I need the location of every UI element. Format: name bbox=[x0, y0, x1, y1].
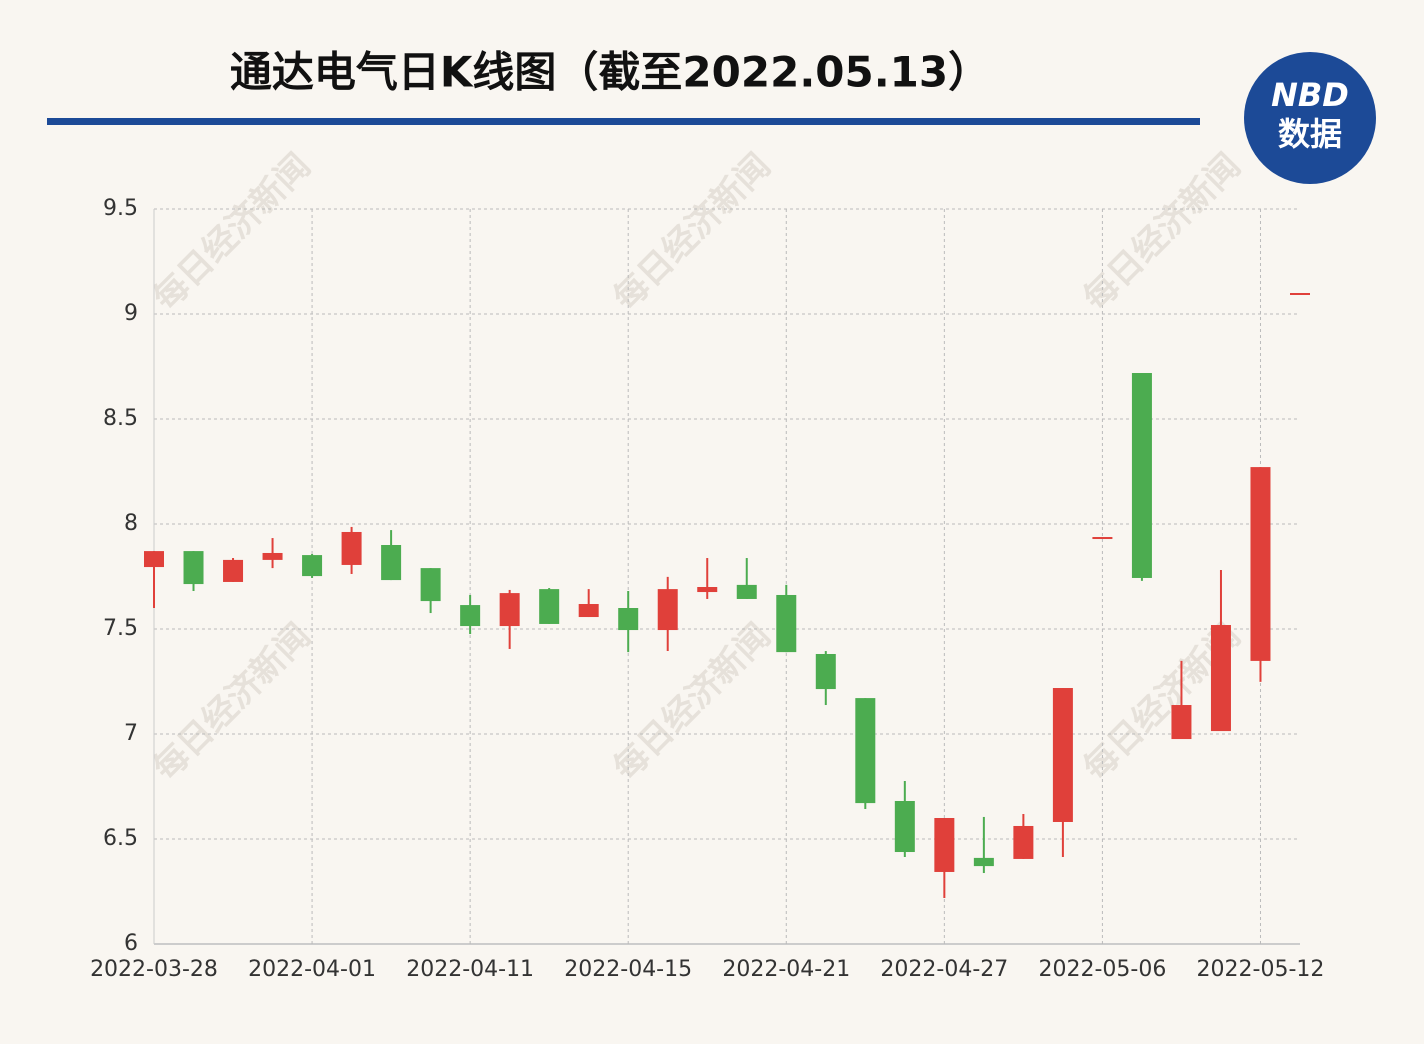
chart-title: 通达电气日K线图（截至2022.05.13） bbox=[230, 48, 990, 97]
candle-body bbox=[1092, 537, 1113, 540]
candle-body bbox=[1250, 467, 1271, 661]
candle-body bbox=[894, 800, 915, 853]
candle-body bbox=[183, 551, 204, 585]
candle-body bbox=[1171, 705, 1192, 740]
candle-body bbox=[144, 551, 164, 568]
y-tick-label: 6.5 bbox=[103, 826, 138, 851]
y-tick-label: 7 bbox=[124, 721, 138, 746]
candle-body bbox=[736, 584, 757, 599]
candle-body bbox=[855, 698, 876, 804]
title-rule bbox=[47, 118, 1200, 125]
candle-body bbox=[1013, 825, 1034, 859]
y-tick-label: 8.5 bbox=[103, 406, 138, 431]
x-tick-label: 2022-04-15 bbox=[564, 957, 692, 982]
candle-body bbox=[302, 555, 323, 577]
candle-body bbox=[420, 568, 441, 602]
candle-body bbox=[776, 594, 797, 653]
candle-body bbox=[341, 531, 362, 565]
candle-body bbox=[657, 589, 678, 631]
x-tick-label: 2022-03-28 bbox=[90, 957, 218, 982]
candle-body bbox=[262, 552, 283, 560]
candle-body bbox=[539, 589, 560, 624]
x-tick-label: 2022-04-27 bbox=[880, 957, 1008, 982]
x-tick-label: 2022-04-21 bbox=[722, 957, 850, 982]
candle-body bbox=[697, 587, 718, 593]
x-tick-label: 2022-05-06 bbox=[1038, 957, 1166, 982]
logo-circle bbox=[1244, 52, 1376, 184]
logo-text: 数据 bbox=[1278, 115, 1342, 153]
candle-body bbox=[973, 857, 994, 867]
candle-body bbox=[1052, 688, 1073, 822]
x-tick-label: 2022-04-11 bbox=[406, 957, 534, 982]
candle-body bbox=[578, 604, 599, 618]
logo-text: NBD bbox=[1271, 76, 1349, 114]
x-tick-label: 2022-05-12 bbox=[1197, 957, 1325, 982]
y-tick-label: 7.5 bbox=[103, 616, 138, 641]
candle-body bbox=[499, 593, 520, 627]
candle-body bbox=[381, 545, 402, 581]
candle-body bbox=[1131, 373, 1152, 578]
y-tick-label: 9.5 bbox=[103, 196, 138, 221]
candle-body bbox=[815, 653, 836, 690]
candle-body bbox=[460, 605, 481, 627]
candle-body bbox=[618, 608, 639, 631]
x-tick-label: 2022-04-01 bbox=[248, 957, 376, 982]
candle-body bbox=[1210, 625, 1231, 732]
y-tick-label: 6 bbox=[124, 931, 138, 956]
y-tick-label: 9 bbox=[124, 301, 138, 326]
candle-body bbox=[223, 559, 244, 582]
candle-body bbox=[1290, 293, 1310, 295]
y-tick-label: 8 bbox=[124, 511, 138, 536]
candle-body bbox=[934, 818, 955, 872]
